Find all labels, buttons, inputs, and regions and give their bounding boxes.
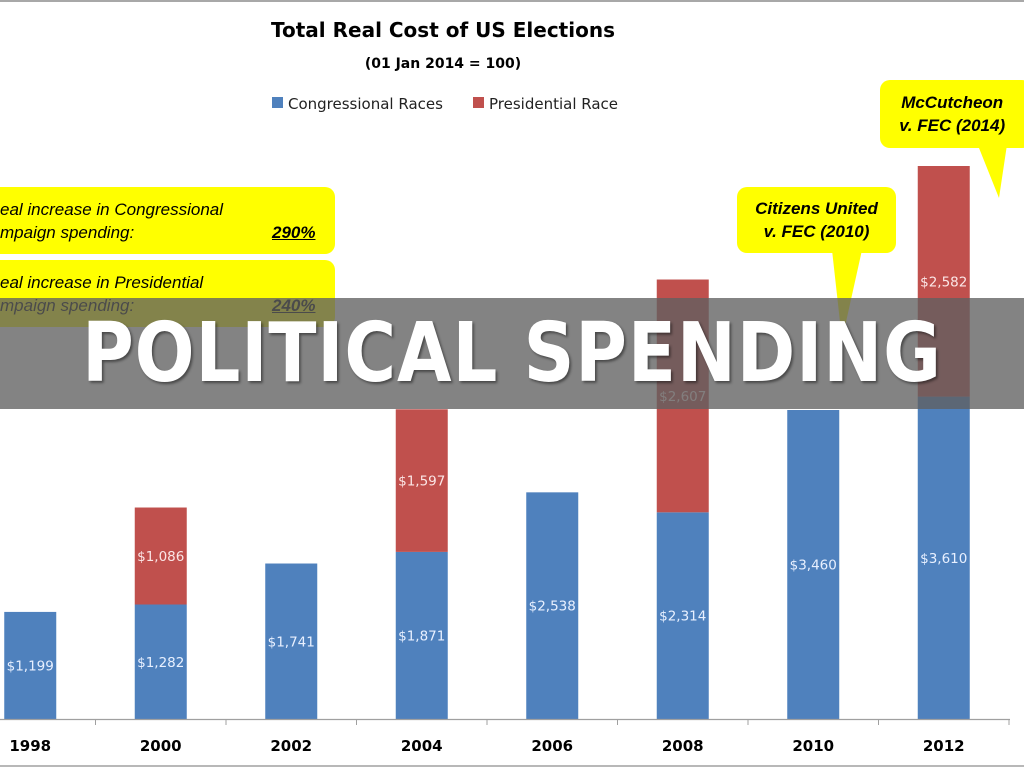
- congressional-callout-line2: mpaign spending:: [0, 223, 135, 242]
- legend-swatch-presidential: [473, 97, 484, 108]
- x-tick-label-2012: 2012: [923, 737, 965, 755]
- data-label-congressional-2000: $1,282: [137, 655, 184, 671]
- data-label-presidential-2012: $2,582: [920, 274, 967, 290]
- mccutcheon-callout: McCutcheon v. FEC (2014): [880, 80, 1024, 148]
- data-label-presidential-2000: $1,086: [137, 549, 184, 565]
- mccutcheon-line2: v. FEC (2014): [899, 116, 1006, 135]
- banner-title: POLITICAL SPENDING: [82, 306, 942, 401]
- mccutcheon-callout-pointer: [975, 138, 1008, 198]
- chart-subtitle: (01 Jan 2014 = 100): [365, 56, 521, 72]
- frame-bottom-border: [0, 765, 1024, 767]
- presidential-callout-line1: eal increase in Presidential: [0, 273, 204, 292]
- data-label-congressional-2010: $3,460: [790, 557, 837, 573]
- bar-congressional-2006: [526, 492, 579, 719]
- x-tick-label-2004: 2004: [401, 737, 443, 755]
- title-banner: [0, 298, 1024, 409]
- x-tick-label-1998: 1998: [9, 737, 51, 755]
- x-tick-label-2008: 2008: [662, 737, 704, 755]
- frame-top-border: [0, 0, 1024, 2]
- bar-congressional-2002: [265, 563, 318, 719]
- data-label-congressional-2006: $2,538: [529, 599, 576, 615]
- congressional-callout-line1: eal increase in Congressional: [0, 200, 224, 219]
- bar-congressional-2010: [787, 409, 840, 719]
- x-tick-label-2006: 2006: [531, 737, 573, 755]
- congressional-callout-value: 290%: [272, 223, 316, 242]
- bar-congressional-2012: [917, 396, 970, 719]
- data-label-presidential-2004: $1,597: [398, 474, 445, 490]
- citizens-united-line2: v. FEC (2010): [763, 222, 870, 241]
- x-tick-label-2010: 2010: [792, 737, 834, 755]
- data-label-congressional-2004: $1,871: [398, 628, 445, 644]
- legend-label-congressional: Congressional Races: [288, 95, 443, 113]
- bar-congressional-1998: [4, 611, 57, 719]
- congressional-increase-callout: eal increase in Congressional mpaign spe…: [0, 187, 335, 254]
- legend: Congressional Races Presidential Race: [272, 95, 618, 113]
- bar-congressional-2000: [134, 604, 187, 719]
- citizens-united-line1: Citizens United: [755, 199, 878, 218]
- data-label-congressional-2002: $1,741: [268, 634, 315, 650]
- bar-presidential-2004: [395, 409, 448, 552]
- legend-label-presidential: Presidential Race: [489, 95, 618, 113]
- mccutcheon-line1: McCutcheon: [901, 93, 1004, 112]
- bar-congressional-2004: [395, 551, 448, 719]
- data-label-congressional-1998: $1,199: [7, 658, 54, 674]
- legend-swatch-congressional: [272, 97, 283, 108]
- bar-congressional-2008: [656, 512, 709, 719]
- x-tick-label-2000: 2000: [140, 737, 182, 755]
- x-tick-label-2002: 2002: [270, 737, 312, 755]
- citizens-united-callout: Citizens United v. FEC (2010): [737, 187, 896, 253]
- data-label-congressional-2008: $2,314: [659, 609, 706, 625]
- data-label-congressional-2012: $3,610: [920, 551, 967, 567]
- bar-presidential-2000: [134, 507, 187, 605]
- chart-title: Total Real Cost of US Elections: [271, 18, 615, 42]
